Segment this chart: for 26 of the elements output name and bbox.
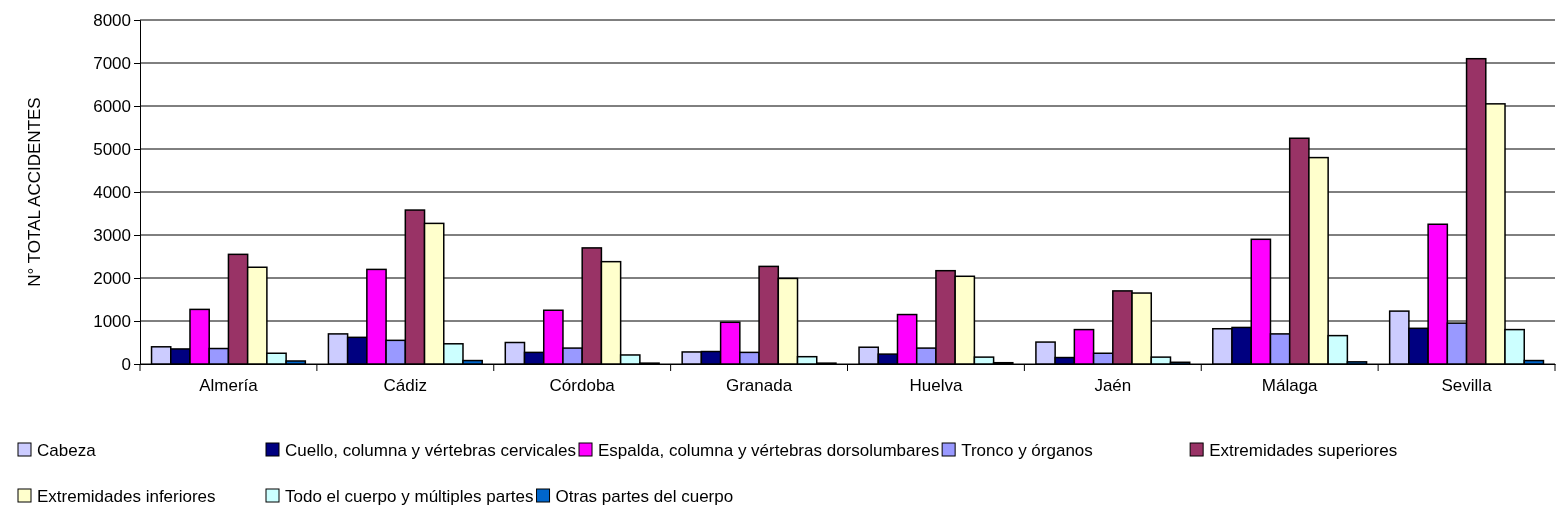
x-tick-label: Almería — [199, 375, 259, 395]
x-tick-label: Granada — [725, 375, 793, 395]
y-axis-title: N° TOTAL ACCIDENTES — [25, 97, 44, 287]
legend-label: Extremidades superiores — [1209, 440, 1398, 460]
y-tick-label: 3000 — [93, 225, 131, 245]
x-tick-label: Córdoba — [549, 375, 616, 395]
x-tick-label: Cádiz — [383, 375, 428, 395]
legend-label: Cabeza — [37, 440, 97, 460]
legend-label: Espalda, columna y vértebras dorsolumbares — [598, 440, 940, 460]
y-tick-label: 8000 — [93, 10, 131, 30]
x-tick-label: Huelva — [909, 375, 963, 395]
y-tick-label: 5000 — [93, 139, 131, 159]
legend-label: Tronco y órganos — [961, 440, 1093, 460]
legend-label: Cuello, columna y vértebras cervicales — [285, 440, 577, 460]
y-tick-label: 1000 — [93, 311, 131, 331]
x-tick-label: Málaga — [1261, 375, 1319, 395]
legend-label: Extremidades inferiores — [37, 486, 216, 506]
legend-label: Todo el cuerpo y múltiples partes — [285, 486, 534, 506]
y-tick-label: 0 — [121, 354, 131, 374]
y-tick-label: 4000 — [93, 182, 131, 202]
y-tick-label: 2000 — [93, 268, 131, 288]
x-tick-label: Sevilla — [1441, 375, 1493, 395]
x-tick-label: Jaén — [1094, 375, 1132, 395]
legend-label: Otras partes del cuerpo — [555, 486, 734, 506]
y-tick-label: 7000 — [93, 53, 131, 73]
y-tick-label: 6000 — [93, 96, 131, 116]
